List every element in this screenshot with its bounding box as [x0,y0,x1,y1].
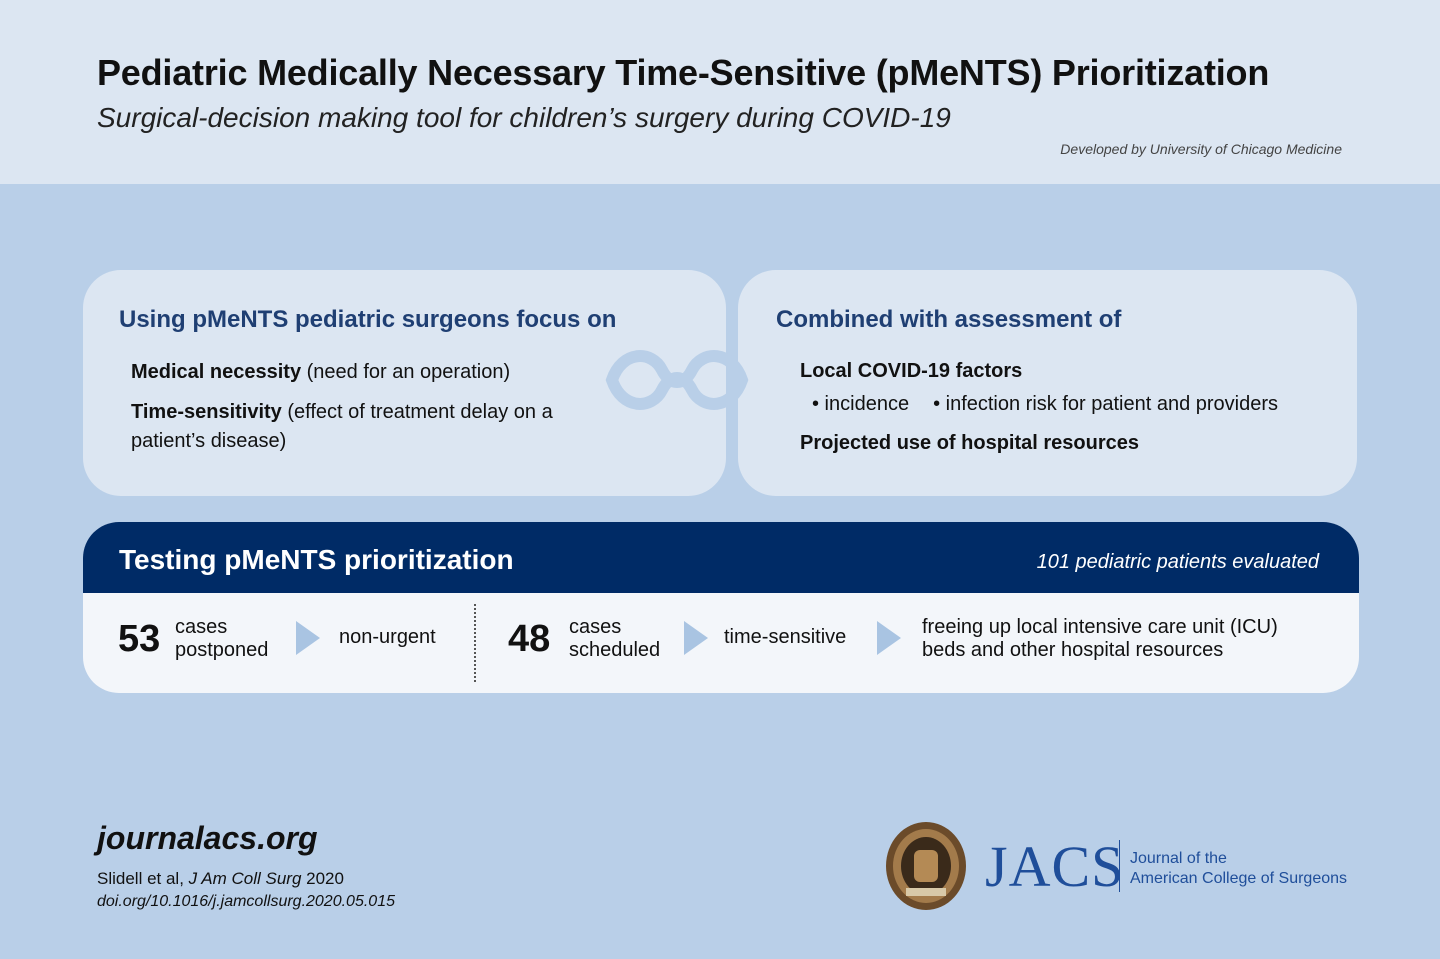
postponed-line2: postponed [175,639,269,661]
jacs-logo: JACS [985,834,1125,899]
focus-desc: (need for an operation) [301,361,511,383]
cite-year: 2020 [301,869,344,888]
scheduled-label: cases scheduled [569,616,660,662]
focus-heading: Using pMeNTS pediatric surgeons focus on [119,306,617,333]
outcome-line2: beds and other hospital resources [922,639,1224,661]
focus-item-time-sensitivity: Time-sensitivity (effect of treatment de… [131,398,591,456]
journal-website: journalacs.org [97,820,318,856]
focus-item-medical-necessity: Medical necessity (need for an operation… [131,358,510,387]
scheduled-result: time-sensitive [724,626,847,648]
arrow-right-icon [877,621,901,655]
postponed-number: 53 [118,618,161,660]
testing-header: Testing pMeNTS prioritization 101 pediat… [83,522,1359,593]
arrow-right-icon [296,621,320,655]
outcome-line1: freeing up local intensive care unit (IC… [922,616,1278,638]
outcome-text: freeing up local intensive care unit (IC… [922,616,1278,662]
bullet-incidence: • incidence [812,393,910,415]
header-band: Pediatric Medically Necessary Time-Sensi… [0,0,1440,184]
resources-label: Projected use of hospital resources [800,432,1139,454]
cite-journal: J Am Coll Surg [188,869,302,888]
testing-panel: Testing pMeNTS prioritization 101 pediat… [83,522,1359,693]
postponed-result: non-urgent [339,626,436,648]
focus-desc: (effect of treatment delay on a patient’… [131,401,553,452]
doi-link: doi.org/10.1016/j.jamcollsurg.2020.05.01… [97,893,395,910]
cite-authors: Slidell et al, [97,869,189,888]
bullet-infection-risk: • infection risk for patient and provide… [933,393,1279,415]
page-title: Pediatric Medically Necessary Time-Sensi… [97,52,1270,93]
college-seal-icon [886,822,966,910]
scheduled-number: 48 [508,618,551,660]
journal-name-line1: Journal of the [1130,850,1227,867]
assessment-card: Combined with assessment of Local COVID-… [738,270,1357,496]
testing-title: Testing pMeNTS prioritization [119,544,514,575]
logo-divider [1119,840,1120,892]
focus-term: Medical necessity [131,361,302,383]
postponed-line1: cases [175,616,228,638]
divider [474,604,476,682]
local-factors-label: Local COVID-19 factors [800,360,1023,382]
developer-credit: Developed by University of Chicago Medic… [1060,141,1342,157]
local-factors-bullets: • incidence • infection risk for patient … [812,393,1302,416]
arrow-right-icon [684,621,708,655]
focus-term: Time-sensitivity [131,401,282,423]
journal-name-line2: American College of Surgeons [1130,870,1348,887]
puzzle-connector-icon [605,350,749,410]
assessment-heading: Combined with assessment of [776,306,1122,333]
page-subtitle: Surgical-decision making tool for childr… [97,102,951,133]
postponed-label: cases postponed [175,616,268,662]
journal-name: Journal of the American College of Surge… [1130,849,1347,889]
patients-count: 101 pediatric patients evaluated [1036,551,1319,573]
scheduled-line1: cases [569,616,622,638]
scheduled-line2: scheduled [569,639,661,661]
citation: Slidell et al, J Am Coll Surg 2020 [97,869,344,889]
